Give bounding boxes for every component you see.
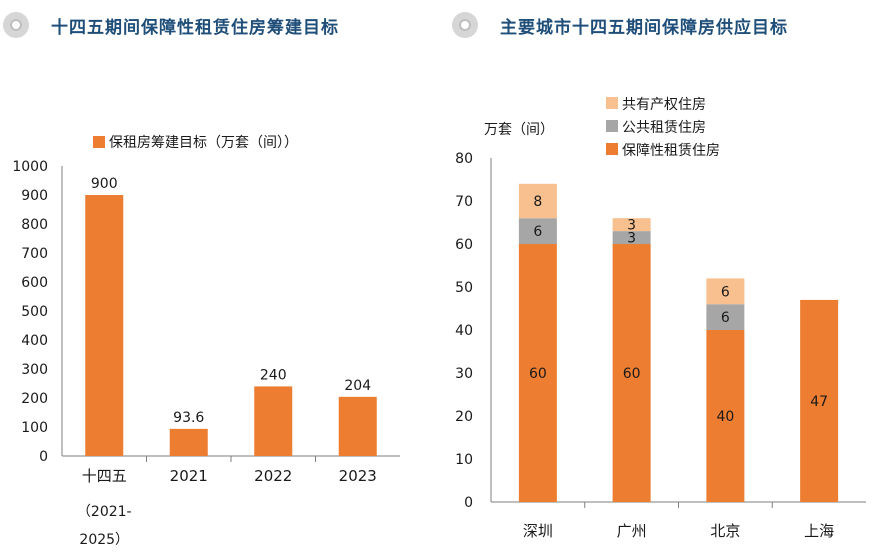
y-tick-label: 100 [21, 420, 48, 436]
legend-swatch [93, 136, 105, 148]
stack-segment [800, 299, 839, 502]
y-tick-label: 40 [455, 323, 473, 339]
segment-value-label: 6 [721, 284, 730, 300]
x-tick-label: 十四五 [82, 467, 127, 485]
segment-value-label: 6 [721, 310, 730, 326]
legend-label: 保租房筹建目标（万套（间）） [109, 134, 298, 151]
stack-segment [706, 304, 745, 330]
legend-label: 保障性租赁住房 [622, 143, 720, 159]
y-tick-label: 20 [455, 409, 473, 425]
y-tick-label: 0 [39, 449, 48, 465]
segment-value-label: 6 [533, 224, 542, 240]
bar-value-label: 900 [91, 176, 118, 192]
section-bullet-icon [452, 12, 478, 38]
x-tick-label: 2023 [339, 467, 377, 485]
bar [85, 195, 124, 456]
x-tick-label: 2021 [170, 467, 208, 485]
bar-value-label: 204 [344, 378, 371, 394]
y-tick-label: 0 [464, 495, 473, 511]
bar-value-label: 93.6 [173, 410, 204, 426]
y-tick-label: 300 [21, 362, 48, 378]
stack-segment [518, 244, 557, 502]
right-chart-title: 主要城市十四五期间保障房供应目标 [500, 17, 788, 38]
stack-segment [706, 330, 745, 502]
left-panel: 十四五期间保障性租赁住房筹建目标 保租房筹建目标（万套（间）） 0 100 200 30… [0, 0, 440, 555]
y-tick-label: 500 [21, 304, 48, 320]
y-tick-label: 700 [21, 246, 48, 262]
legend-swatch [606, 143, 618, 155]
legend-label: 共有产权住房 [622, 97, 706, 113]
legend-swatch [606, 120, 618, 132]
right-header: 主要城市十四五期间保障房供应目标 [452, 8, 788, 42]
segment-value-label: 60 [529, 366, 547, 382]
y-tick-label: 80 [455, 151, 473, 167]
right-panel: 主要城市十四五期间保障房供应目标 共有产权住房 公共租赁住房 保障性租赁住房 万套（间… [440, 0, 892, 555]
y-tick-label: 60 [455, 237, 473, 253]
x-tick-sublabel: （2021- [77, 504, 132, 520]
y-tick-label: 900 [21, 188, 48, 204]
bar [338, 396, 377, 456]
x-tick-label: 上海 [804, 522, 834, 540]
y-tick-label: 800 [21, 217, 48, 233]
y-tick-label: 30 [455, 366, 473, 382]
left-header: 十四五期间保障性租赁住房筹建目标 [3, 8, 339, 42]
stack-segment [518, 183, 557, 219]
left-chart-title: 十四五期间保障性租赁住房筹建目标 [51, 17, 339, 38]
x-tick-sublabel: 2025） [79, 532, 129, 548]
bar-value-label: 240 [260, 367, 287, 383]
segment-value-label: 3 [627, 231, 636, 247]
segment-value-label: 60 [623, 366, 641, 382]
stack-segment [518, 218, 557, 244]
segment-value-label: 40 [716, 409, 734, 425]
y-tick-label: 400 [21, 333, 48, 349]
left-bar-chart: 保租房筹建目标（万套（间）） 0 100 200 300 400 500 600 700 800 9… [12, 134, 400, 548]
y-tick-label: 10 [455, 452, 473, 468]
stack-segment [612, 231, 651, 244]
segment-value-label: 47 [810, 394, 828, 410]
y-tick-label: 70 [455, 194, 473, 210]
y-tick-label: 1000 [12, 159, 48, 175]
section-bullet-icon [3, 12, 29, 38]
segment-value-label: 8 [533, 194, 542, 210]
x-tick-label: 北京 [710, 522, 740, 540]
x-tick-label: 2022 [254, 467, 292, 485]
stack-segment [706, 278, 745, 305]
stack-segment [612, 218, 651, 232]
bar [254, 386, 293, 456]
bar [169, 428, 208, 456]
y-tick-label: 50 [455, 280, 473, 296]
y-tick-label: 200 [21, 391, 48, 407]
legend-swatch [606, 97, 618, 109]
y-axis-title: 万套（间） [484, 122, 554, 138]
x-tick-label: 深圳 [523, 522, 553, 540]
y-tick-label: 600 [21, 275, 48, 291]
legend-label: 公共租赁住房 [622, 120, 706, 136]
segment-value-label: 3 [627, 218, 636, 234]
x-tick-label: 广州 [617, 522, 647, 540]
stack-segment [612, 244, 651, 502]
